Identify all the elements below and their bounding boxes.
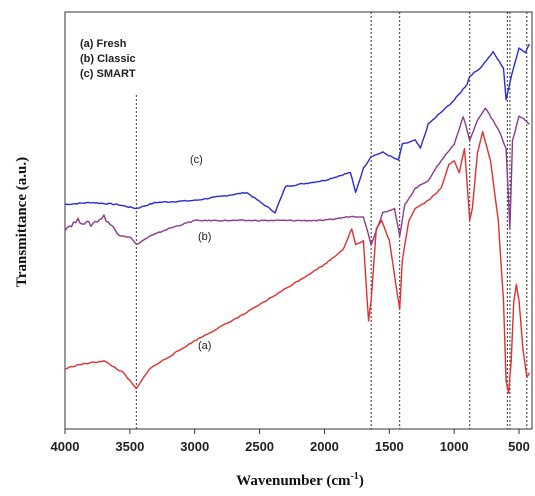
series-line-c <box>64 43 531 214</box>
x-axis-title-tail: ) <box>359 473 364 489</box>
x-tick-label: 1000 <box>440 439 469 454</box>
x-tick-label: 500 <box>508 439 530 454</box>
x-axis-title-superscript: -1 <box>350 471 358 482</box>
legend: (a) Fresh (b) Classic (c) SMART <box>80 38 136 80</box>
series-line-a <box>64 131 531 394</box>
x-tick-label: 1500 <box>375 439 404 454</box>
x-tick-label: 2000 <box>310 439 339 454</box>
x-axis-ticks: 4000 3500 3000 2500 2000 1500 1000 500 <box>51 429 530 454</box>
x-axis-title: Wavenumber (cm-1) <box>236 471 364 489</box>
x-tick-label: 3000 <box>180 439 209 454</box>
series-tag-c: (c) <box>190 154 203 166</box>
series-line-b <box>64 107 530 246</box>
x-tick-label: 4000 <box>51 439 80 454</box>
legend-entry-smart: (c) SMART <box>80 68 136 80</box>
legend-entry-classic: (b) Classic <box>80 53 136 65</box>
series-tag-b: (b) <box>198 231 211 243</box>
plot-frame <box>64 11 533 430</box>
series-tag-a: (a) <box>198 340 211 352</box>
y-axis-title: Transmittance (a.u.) <box>14 157 30 287</box>
series-layer <box>64 43 531 394</box>
x-axis-title-main: Wavenumber (cm <box>236 473 351 489</box>
legend-entry-fresh: (a) Fresh <box>80 38 127 50</box>
x-tick-label: 2500 <box>245 439 274 454</box>
x-tick-label: 3500 <box>115 439 144 454</box>
